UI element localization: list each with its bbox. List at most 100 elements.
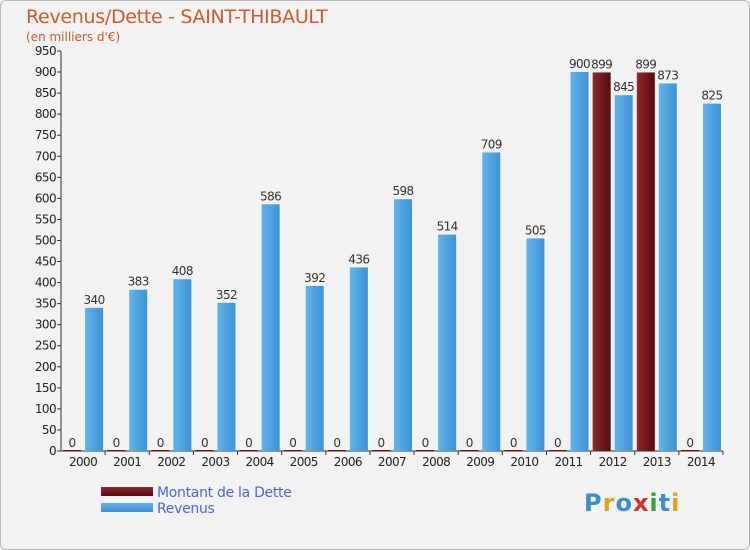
data-label-revenus-2002: 408 bbox=[172, 264, 193, 278]
x-tick-label: 2010 bbox=[510, 455, 538, 469]
y-tick-label: 600 bbox=[35, 191, 56, 205]
x-tick-label: 2014 bbox=[687, 455, 715, 469]
data-label-revenus-2000: 340 bbox=[84, 293, 105, 307]
data-label-dette-2003: 0 bbox=[201, 436, 208, 450]
bar-dette-2003 bbox=[195, 450, 214, 451]
bar-revenus-2000 bbox=[85, 307, 104, 451]
bar-revenus-2004 bbox=[261, 204, 280, 451]
bar-dette-2008 bbox=[416, 450, 435, 451]
bar-dette-2011 bbox=[548, 450, 567, 451]
data-label-revenus-2012: 845 bbox=[613, 80, 634, 94]
bar-dette-2014 bbox=[680, 450, 699, 451]
bar-dette-2007 bbox=[372, 450, 390, 451]
legend-swatch-revenus bbox=[101, 503, 153, 512]
data-label-revenus-2007: 598 bbox=[392, 184, 413, 198]
y-tick-label: 100 bbox=[35, 402, 56, 416]
data-label-dette-2006: 0 bbox=[333, 436, 340, 450]
bar-revenus-2003 bbox=[217, 302, 236, 451]
x-tick-label: 2002 bbox=[157, 455, 185, 469]
data-label-dette-2010: 0 bbox=[510, 436, 517, 450]
y-tick-label: 300 bbox=[35, 318, 56, 332]
bar-revenus-2008 bbox=[438, 234, 457, 451]
bar-revenus-2001 bbox=[129, 289, 148, 451]
bar-revenus-2010 bbox=[526, 238, 545, 451]
data-label-dette-2012: 899 bbox=[591, 57, 612, 71]
bar-revenus-2011 bbox=[570, 72, 589, 451]
data-label-revenus-2004: 586 bbox=[260, 189, 281, 203]
y-tick-label: 200 bbox=[35, 360, 56, 374]
proxiti-logo: Proxiti bbox=[584, 489, 680, 517]
data-label-revenus-2001: 383 bbox=[128, 275, 149, 289]
bar-revenus-2006 bbox=[349, 267, 368, 451]
y-tick-label: 350 bbox=[35, 297, 56, 311]
x-tick-label: 2001 bbox=[113, 455, 141, 469]
x-tick-label: 2000 bbox=[69, 455, 97, 469]
bar-dette-2009 bbox=[460, 450, 479, 451]
logo-letter: i bbox=[671, 489, 681, 517]
logo-letter: t bbox=[658, 489, 672, 517]
x-tick-label: 2004 bbox=[246, 455, 274, 469]
logo-letter: P bbox=[584, 489, 603, 517]
data-label-dette-2000: 0 bbox=[69, 436, 76, 450]
bar-revenus-2005 bbox=[305, 285, 324, 451]
y-tick-label: 400 bbox=[35, 276, 56, 290]
y-tick-label: 250 bbox=[35, 339, 56, 353]
x-tick-label: 2012 bbox=[599, 455, 627, 469]
data-label-revenus-2009: 709 bbox=[481, 137, 502, 151]
bar-dette-2012 bbox=[592, 72, 611, 451]
logo-letter: r bbox=[602, 489, 616, 517]
bar-dette-2002 bbox=[151, 450, 170, 451]
bar-dette-2010 bbox=[504, 450, 523, 451]
data-label-dette-2011: 0 bbox=[554, 436, 561, 450]
data-label-revenus-2006: 436 bbox=[348, 252, 369, 266]
x-tick-label: 2005 bbox=[290, 455, 318, 469]
y-tick-label: 700 bbox=[35, 149, 56, 163]
legend-label-dette: Montant de la Dette bbox=[157, 485, 292, 501]
data-label-dette-2014: 0 bbox=[686, 436, 693, 450]
data-label-dette-2005: 0 bbox=[289, 436, 296, 450]
chart-title: Revenus/Dette - SAINT-THIBAULT bbox=[26, 6, 328, 28]
logo-letter: o bbox=[615, 489, 633, 517]
data-label-dette-2008: 0 bbox=[422, 436, 429, 450]
data-label-dette-2002: 0 bbox=[157, 436, 164, 450]
y-tick-label: 750 bbox=[35, 128, 56, 142]
bar-revenus-2014 bbox=[702, 103, 721, 451]
bar-dette-2006 bbox=[327, 450, 346, 451]
data-label-revenus-2008: 514 bbox=[437, 220, 458, 234]
data-label-revenus-2011: 900 bbox=[569, 57, 590, 71]
y-tick-label: 450 bbox=[35, 255, 56, 269]
legend-swatch-dette bbox=[101, 487, 153, 496]
data-label-revenus-2003: 352 bbox=[216, 288, 237, 302]
x-tick-label: 2008 bbox=[422, 455, 450, 469]
x-tick-label: 2006 bbox=[334, 455, 362, 469]
y-tick-label: 500 bbox=[35, 233, 56, 247]
data-label-dette-2013: 899 bbox=[635, 57, 656, 71]
bar-dette-2005 bbox=[283, 450, 302, 451]
y-tick-label: 650 bbox=[35, 170, 56, 184]
bar-revenus-2007 bbox=[394, 199, 412, 451]
bar-dette-2004 bbox=[239, 450, 258, 451]
y-tick-label: 550 bbox=[35, 212, 56, 226]
data-label-revenus-2010: 505 bbox=[525, 223, 546, 237]
data-label-revenus-2014: 825 bbox=[701, 89, 722, 103]
x-tick-label: 2011 bbox=[554, 455, 582, 469]
bars bbox=[63, 72, 721, 452]
data-label-dette-2009: 0 bbox=[466, 436, 473, 450]
y-tick-label: 800 bbox=[35, 107, 56, 121]
y-tick-label: 150 bbox=[35, 381, 56, 395]
x-tick-label: 2013 bbox=[643, 455, 671, 469]
bar-revenus-2002 bbox=[173, 279, 192, 451]
logo-letter: x bbox=[632, 489, 650, 517]
y-tick-label: 50 bbox=[42, 423, 56, 437]
y-tick-label: 950 bbox=[35, 44, 56, 58]
bar-revenus-2009 bbox=[482, 152, 501, 451]
logo-letter: i bbox=[649, 489, 659, 517]
bar-dette-2013 bbox=[636, 72, 655, 451]
data-labels: 0 340 0 383 0 408 0 352 0 586 0 392 0 436 0 598 0 514 0 709… bbox=[69, 57, 724, 450]
bar-dette-2001 bbox=[107, 450, 126, 451]
bar-revenus-2013 bbox=[658, 83, 677, 451]
x-tick-label: 2003 bbox=[201, 455, 229, 469]
x-axis: 2000 2001 2002 2003 2004 2005 2006 2007 2008 2009… bbox=[61, 450, 724, 469]
